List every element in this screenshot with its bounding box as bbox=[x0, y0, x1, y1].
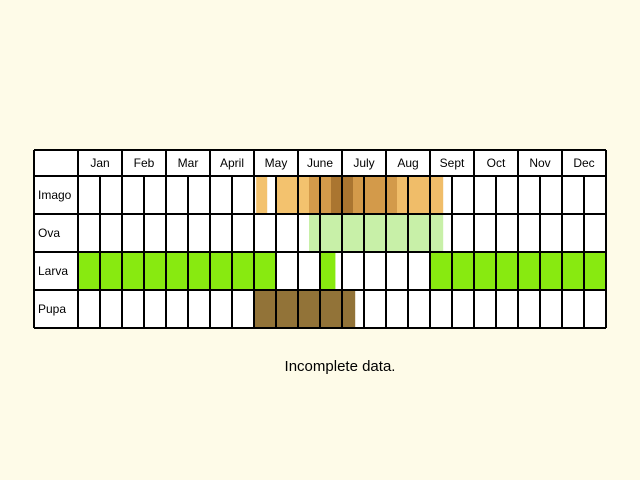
month-label-feb: Feb bbox=[134, 156, 155, 170]
imago-span-5 bbox=[397, 176, 444, 214]
row-label-imago: Imago bbox=[38, 188, 72, 202]
month-label-june: June bbox=[307, 156, 333, 170]
row-label-ova: Ova bbox=[38, 226, 60, 240]
month-label-sept: Sept bbox=[440, 156, 465, 170]
month-label-oct: Oct bbox=[487, 156, 506, 170]
imago-span-4 bbox=[353, 176, 397, 214]
month-label-dec: Dec bbox=[573, 156, 594, 170]
month-label-july: July bbox=[353, 156, 374, 170]
month-label-jan: Jan bbox=[90, 156, 109, 170]
imago-span-1 bbox=[276, 176, 309, 214]
month-label-april: April bbox=[220, 156, 244, 170]
ova-span-0 bbox=[309, 214, 444, 252]
incomplete-data-note: Incomplete data. bbox=[284, 358, 396, 375]
month-label-mar: Mar bbox=[178, 156, 199, 170]
larva-span-1 bbox=[320, 252, 336, 290]
month-label-may: May bbox=[265, 156, 288, 170]
imago-span-0 bbox=[256, 176, 268, 214]
row-label-larva: Larva bbox=[38, 264, 68, 278]
month-label-nov: Nov bbox=[529, 156, 550, 170]
larva-span-0 bbox=[78, 252, 276, 290]
row-label-pupa: Pupa bbox=[38, 302, 66, 316]
month-label-aug: Aug bbox=[397, 156, 418, 170]
pupa-span-0 bbox=[254, 290, 356, 328]
